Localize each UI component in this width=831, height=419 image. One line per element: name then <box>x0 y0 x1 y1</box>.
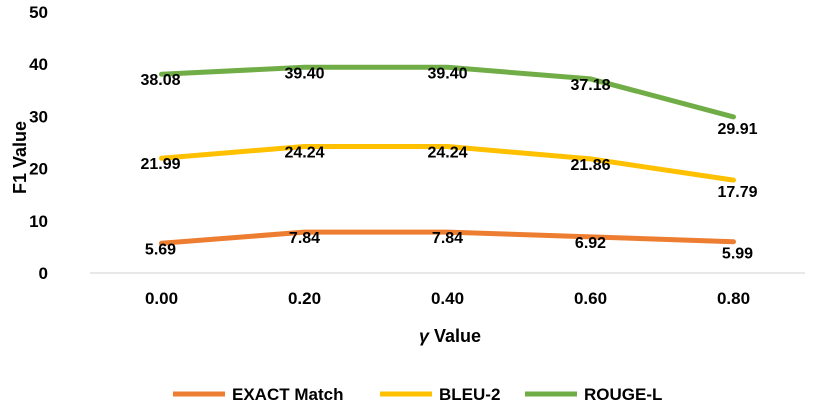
data-label: 5.69 <box>145 241 176 258</box>
gamma-symbol: γ <box>419 326 430 346</box>
y-axis-ticks: 0 10 20 30 40 50 <box>29 3 48 283</box>
legend-item-bleu-2: BLEU-2 <box>380 385 500 404</box>
data-label: 7.84 <box>432 230 463 247</box>
data-label: 37.18 <box>570 77 610 94</box>
legend-label: EXACT Match <box>232 385 343 404</box>
data-label: 38.08 <box>140 72 180 89</box>
y-tick-label: 0 <box>39 264 48 283</box>
legend: EXACT Match BLEU-2 ROUGE-L <box>173 385 662 404</box>
data-label: 5.99 <box>722 246 753 263</box>
y-tick-label: 10 <box>29 212 48 231</box>
data-label: 17.79 <box>717 184 757 201</box>
data-label: 7.84 <box>289 230 320 247</box>
y-tick-label: 50 <box>29 3 48 22</box>
data-labels: 5.69 7.84 7.84 6.92 5.99 21.99 24.24 24.24 21.86… <box>140 65 757 262</box>
data-label: 21.86 <box>570 157 610 174</box>
series-line-rouge-l <box>159 64 736 120</box>
x-tick-label: 0.00 <box>145 289 178 308</box>
series-lines <box>159 64 736 246</box>
x-axis-ticks: 0.00 0.20 0.40 0.60 0.80 <box>145 289 750 308</box>
x-tick-label: 0.40 <box>431 289 464 308</box>
x-tick-label: 0.80 <box>717 289 750 308</box>
series-line-exact-match <box>159 229 736 246</box>
y-tick-label: 40 <box>29 55 48 74</box>
legend-item-exact-match: EXACT Match <box>173 385 343 404</box>
x-tick-label: 0.20 <box>288 289 321 308</box>
data-label: 24.24 <box>427 144 467 161</box>
series-line-bleu-2 <box>159 144 736 183</box>
data-label: 6.92 <box>575 235 606 252</box>
legend-label: BLEU-2 <box>439 385 500 404</box>
y-tick-label: 20 <box>29 160 48 179</box>
data-label: 21.99 <box>140 156 180 173</box>
data-label: 39.40 <box>284 65 324 82</box>
y-tick-label: 30 <box>29 107 48 126</box>
x-tick-label: 0.60 <box>574 289 607 308</box>
legend-item-rouge-l: ROUGE-L <box>525 385 662 404</box>
x-axis-title-text: Value <box>434 326 481 346</box>
data-label: 24.24 <box>284 144 324 161</box>
y-axis-title: F1 Value <box>10 121 30 194</box>
x-axis-title: γ Value <box>419 326 481 346</box>
legend-label: ROUGE-L <box>584 385 662 404</box>
data-label: 29.91 <box>717 121 757 138</box>
data-label: 39.40 <box>427 65 467 82</box>
